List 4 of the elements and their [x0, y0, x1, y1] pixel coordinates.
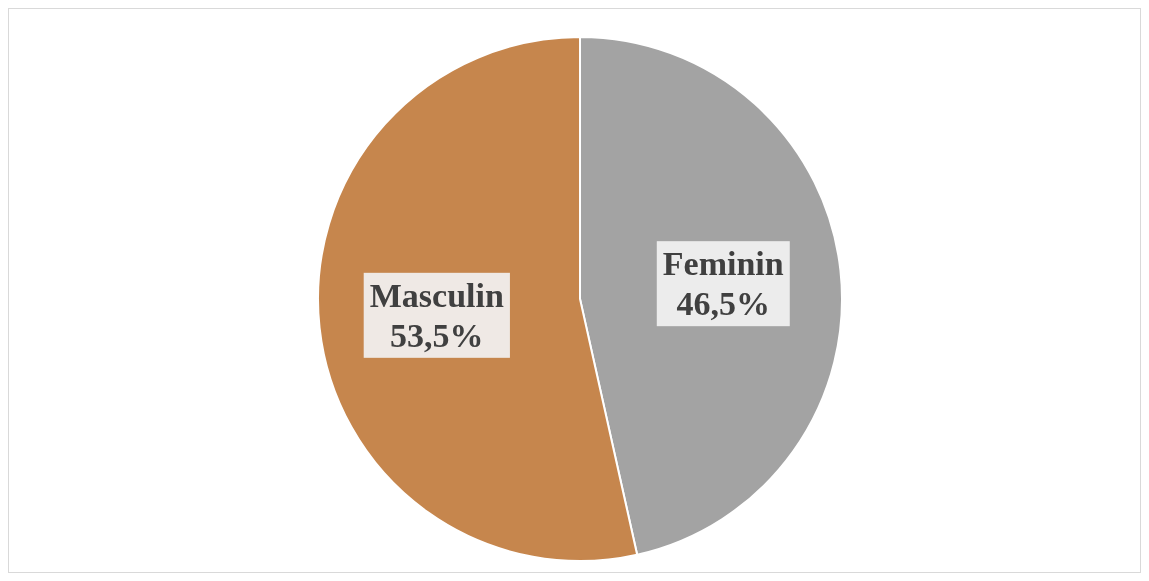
data-label: 46,5% — [676, 285, 770, 323]
slice-label: Feminin — [662, 245, 784, 283]
slice-label: Masculin — [369, 276, 504, 314]
data-label: 53,5% — [390, 316, 484, 354]
